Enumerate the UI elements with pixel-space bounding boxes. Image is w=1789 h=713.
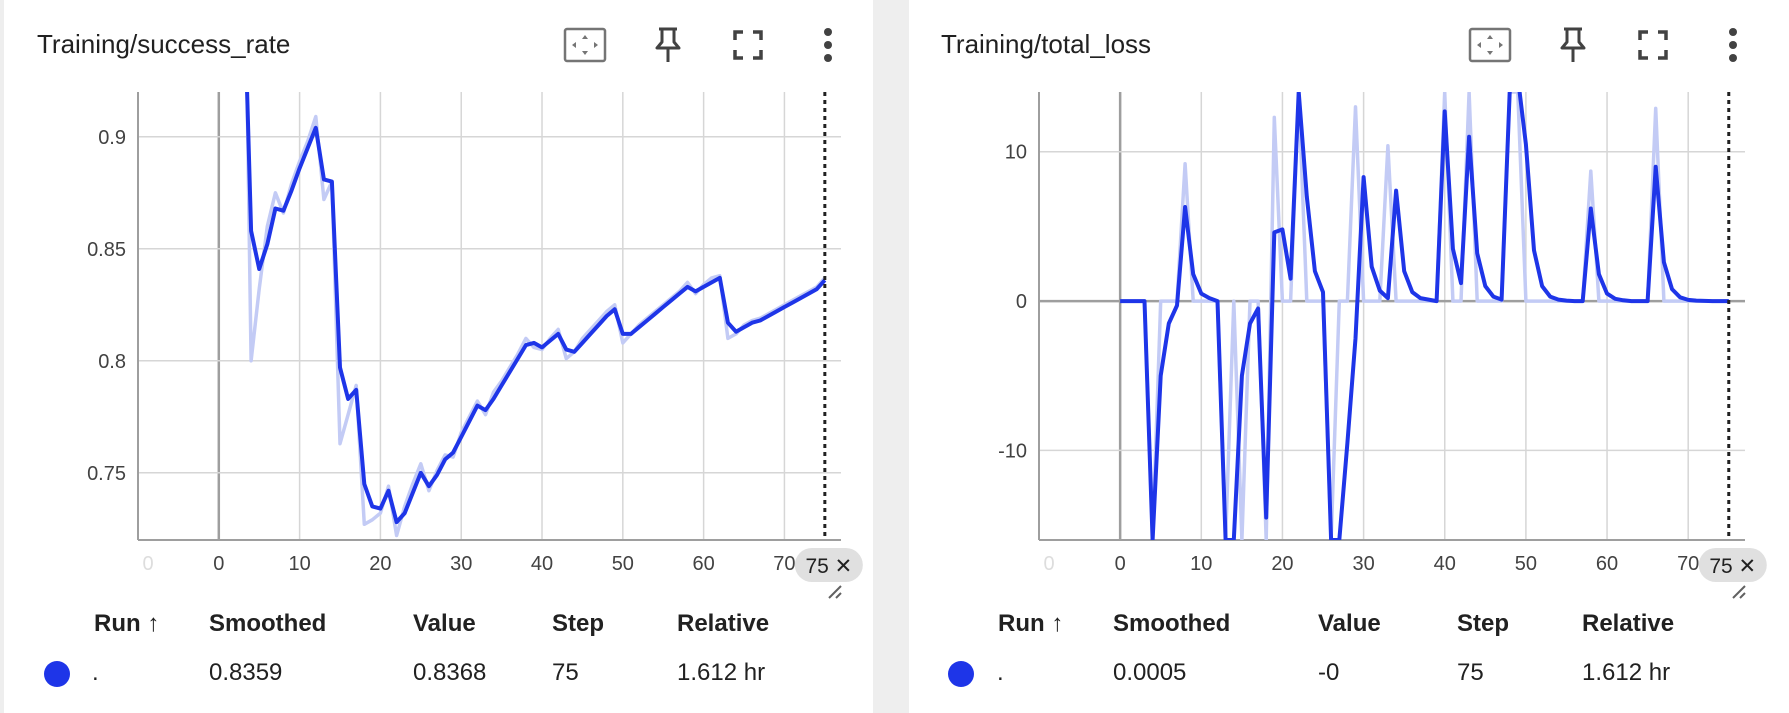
x-tick-label: 40 bbox=[531, 553, 553, 575]
step-chip[interactable]: 75 ✕ bbox=[1698, 548, 1767, 582]
legend-run-name: . bbox=[997, 659, 1004, 686]
resize-handle-icon[interactable] bbox=[828, 585, 842, 599]
legend-header-value: Value bbox=[413, 610, 476, 637]
legend-header-step: Step bbox=[552, 610, 605, 637]
fullscreen-button[interactable] bbox=[1630, 22, 1676, 68]
y-tick-label: 0.75 bbox=[87, 463, 126, 485]
legend-header-smoothed: Smoothed bbox=[1113, 610, 1231, 637]
legend-header-step: Step bbox=[1457, 610, 1510, 637]
x-tick-label: 70 bbox=[773, 553, 795, 575]
x-tick-label: 0 bbox=[213, 553, 224, 575]
x-tick-label: 10 bbox=[288, 553, 310, 575]
smoothed-series-line bbox=[1120, 92, 1729, 540]
legend-header-smoothed: Smoothed bbox=[209, 610, 327, 637]
x-tick-label: 40 bbox=[1434, 553, 1456, 575]
x-tick-label: 30 bbox=[450, 553, 472, 575]
y-tick-label: 10 bbox=[1005, 142, 1027, 164]
y-tick-label: 0.85 bbox=[87, 239, 126, 261]
legend-step: 75 bbox=[1457, 659, 1484, 686]
fullscreen-icon bbox=[733, 30, 763, 60]
legend-header-relative: Relative bbox=[1582, 610, 1675, 637]
step-chip-label: 75 ✕ bbox=[805, 555, 852, 578]
chart-card-success-rate: Training/success_rate 0.75 0.8 0.85 bbox=[4, 0, 873, 713]
pin-icon bbox=[1560, 27, 1586, 62]
step-chip-bg bbox=[794, 548, 863, 582]
x-tick-label-faint: 0 bbox=[142, 553, 153, 575]
x-tick-label: 20 bbox=[1271, 553, 1293, 575]
smoothed-series-line bbox=[245, 92, 827, 525]
y-tick-label: 0.8 bbox=[98, 351, 126, 373]
chart-card-total-loss: Training/total_loss -10 0 10 0 10 20 30 bbox=[909, 0, 1789, 713]
x-tick-label: 30 bbox=[1352, 553, 1374, 575]
more-vert-icon bbox=[1729, 28, 1737, 62]
x-tick-label: 10 bbox=[1190, 553, 1212, 575]
pin-button[interactable] bbox=[645, 22, 691, 68]
raw-series-line bbox=[245, 92, 827, 538]
legend-relative: 1.612 hr bbox=[677, 659, 766, 686]
more-options-button[interactable] bbox=[805, 22, 851, 68]
y-tick-label: -10 bbox=[998, 440, 1027, 462]
card-title: Training/total_loss bbox=[941, 29, 1152, 59]
legend-header-run[interactable]: Run ↑ bbox=[94, 610, 160, 637]
fit-domain-button[interactable] bbox=[1467, 22, 1513, 68]
fit-domain-button[interactable] bbox=[562, 22, 608, 68]
x-tick-label: 0 bbox=[1115, 553, 1126, 575]
resize-handle-icon[interactable] bbox=[1732, 585, 1746, 599]
legend-smoothed-value: 0.8359 bbox=[209, 659, 283, 686]
legend-header-value: Value bbox=[1318, 610, 1381, 637]
legend-smoothed-value: 0.0005 bbox=[1113, 659, 1187, 686]
x-tick-label: 50 bbox=[612, 553, 634, 575]
legend-relative: 1.612 hr bbox=[1582, 659, 1671, 686]
run-color-dot[interactable] bbox=[948, 661, 974, 687]
line-chart[interactable]: 0.75 0.8 0.85 0.9 0 10 20 30 40 50 60 70 0 75 ✕ bbox=[4, 0, 873, 600]
y-tick-label: 0 bbox=[1016, 291, 1027, 313]
y-tick-label: 0.9 bbox=[98, 127, 126, 149]
x-tick-label-faint: 0 bbox=[1043, 553, 1054, 575]
fit-domain-icon bbox=[563, 27, 607, 63]
line-chart[interactable]: -10 0 10 0 10 20 30 40 50 60 70 0 75 ✕ bbox=[909, 0, 1789, 600]
fit-domain-icon bbox=[1468, 27, 1512, 63]
fullscreen-icon bbox=[1638, 30, 1668, 60]
legend-header-run[interactable]: Run ↑ bbox=[998, 610, 1064, 637]
legend-value: 0.8368 bbox=[413, 659, 487, 686]
legend-value: -0 bbox=[1318, 659, 1340, 686]
legend-step: 75 bbox=[552, 659, 579, 686]
run-color-dot[interactable] bbox=[44, 661, 70, 687]
card-title: Training/success_rate bbox=[37, 29, 291, 59]
more-options-button[interactable] bbox=[1710, 22, 1756, 68]
step-chip-label: 75 ✕ bbox=[1709, 555, 1756, 578]
fullscreen-button[interactable] bbox=[725, 22, 771, 68]
step-chip-bg bbox=[1698, 548, 1767, 582]
pin-icon bbox=[655, 27, 681, 62]
x-tick-label: 20 bbox=[369, 553, 391, 575]
more-vert-icon bbox=[824, 28, 832, 62]
x-tick-label: 70 bbox=[1677, 553, 1699, 575]
x-tick-label: 50 bbox=[1515, 553, 1537, 575]
raw-series-line bbox=[1120, 92, 1729, 540]
x-tick-label: 60 bbox=[1596, 553, 1618, 575]
x-tick-label: 60 bbox=[693, 553, 715, 575]
legend-header-relative: Relative bbox=[677, 610, 770, 637]
legend-run-name: . bbox=[92, 659, 99, 686]
step-chip[interactable]: 75 ✕ bbox=[794, 548, 863, 582]
pin-button[interactable] bbox=[1550, 22, 1596, 68]
